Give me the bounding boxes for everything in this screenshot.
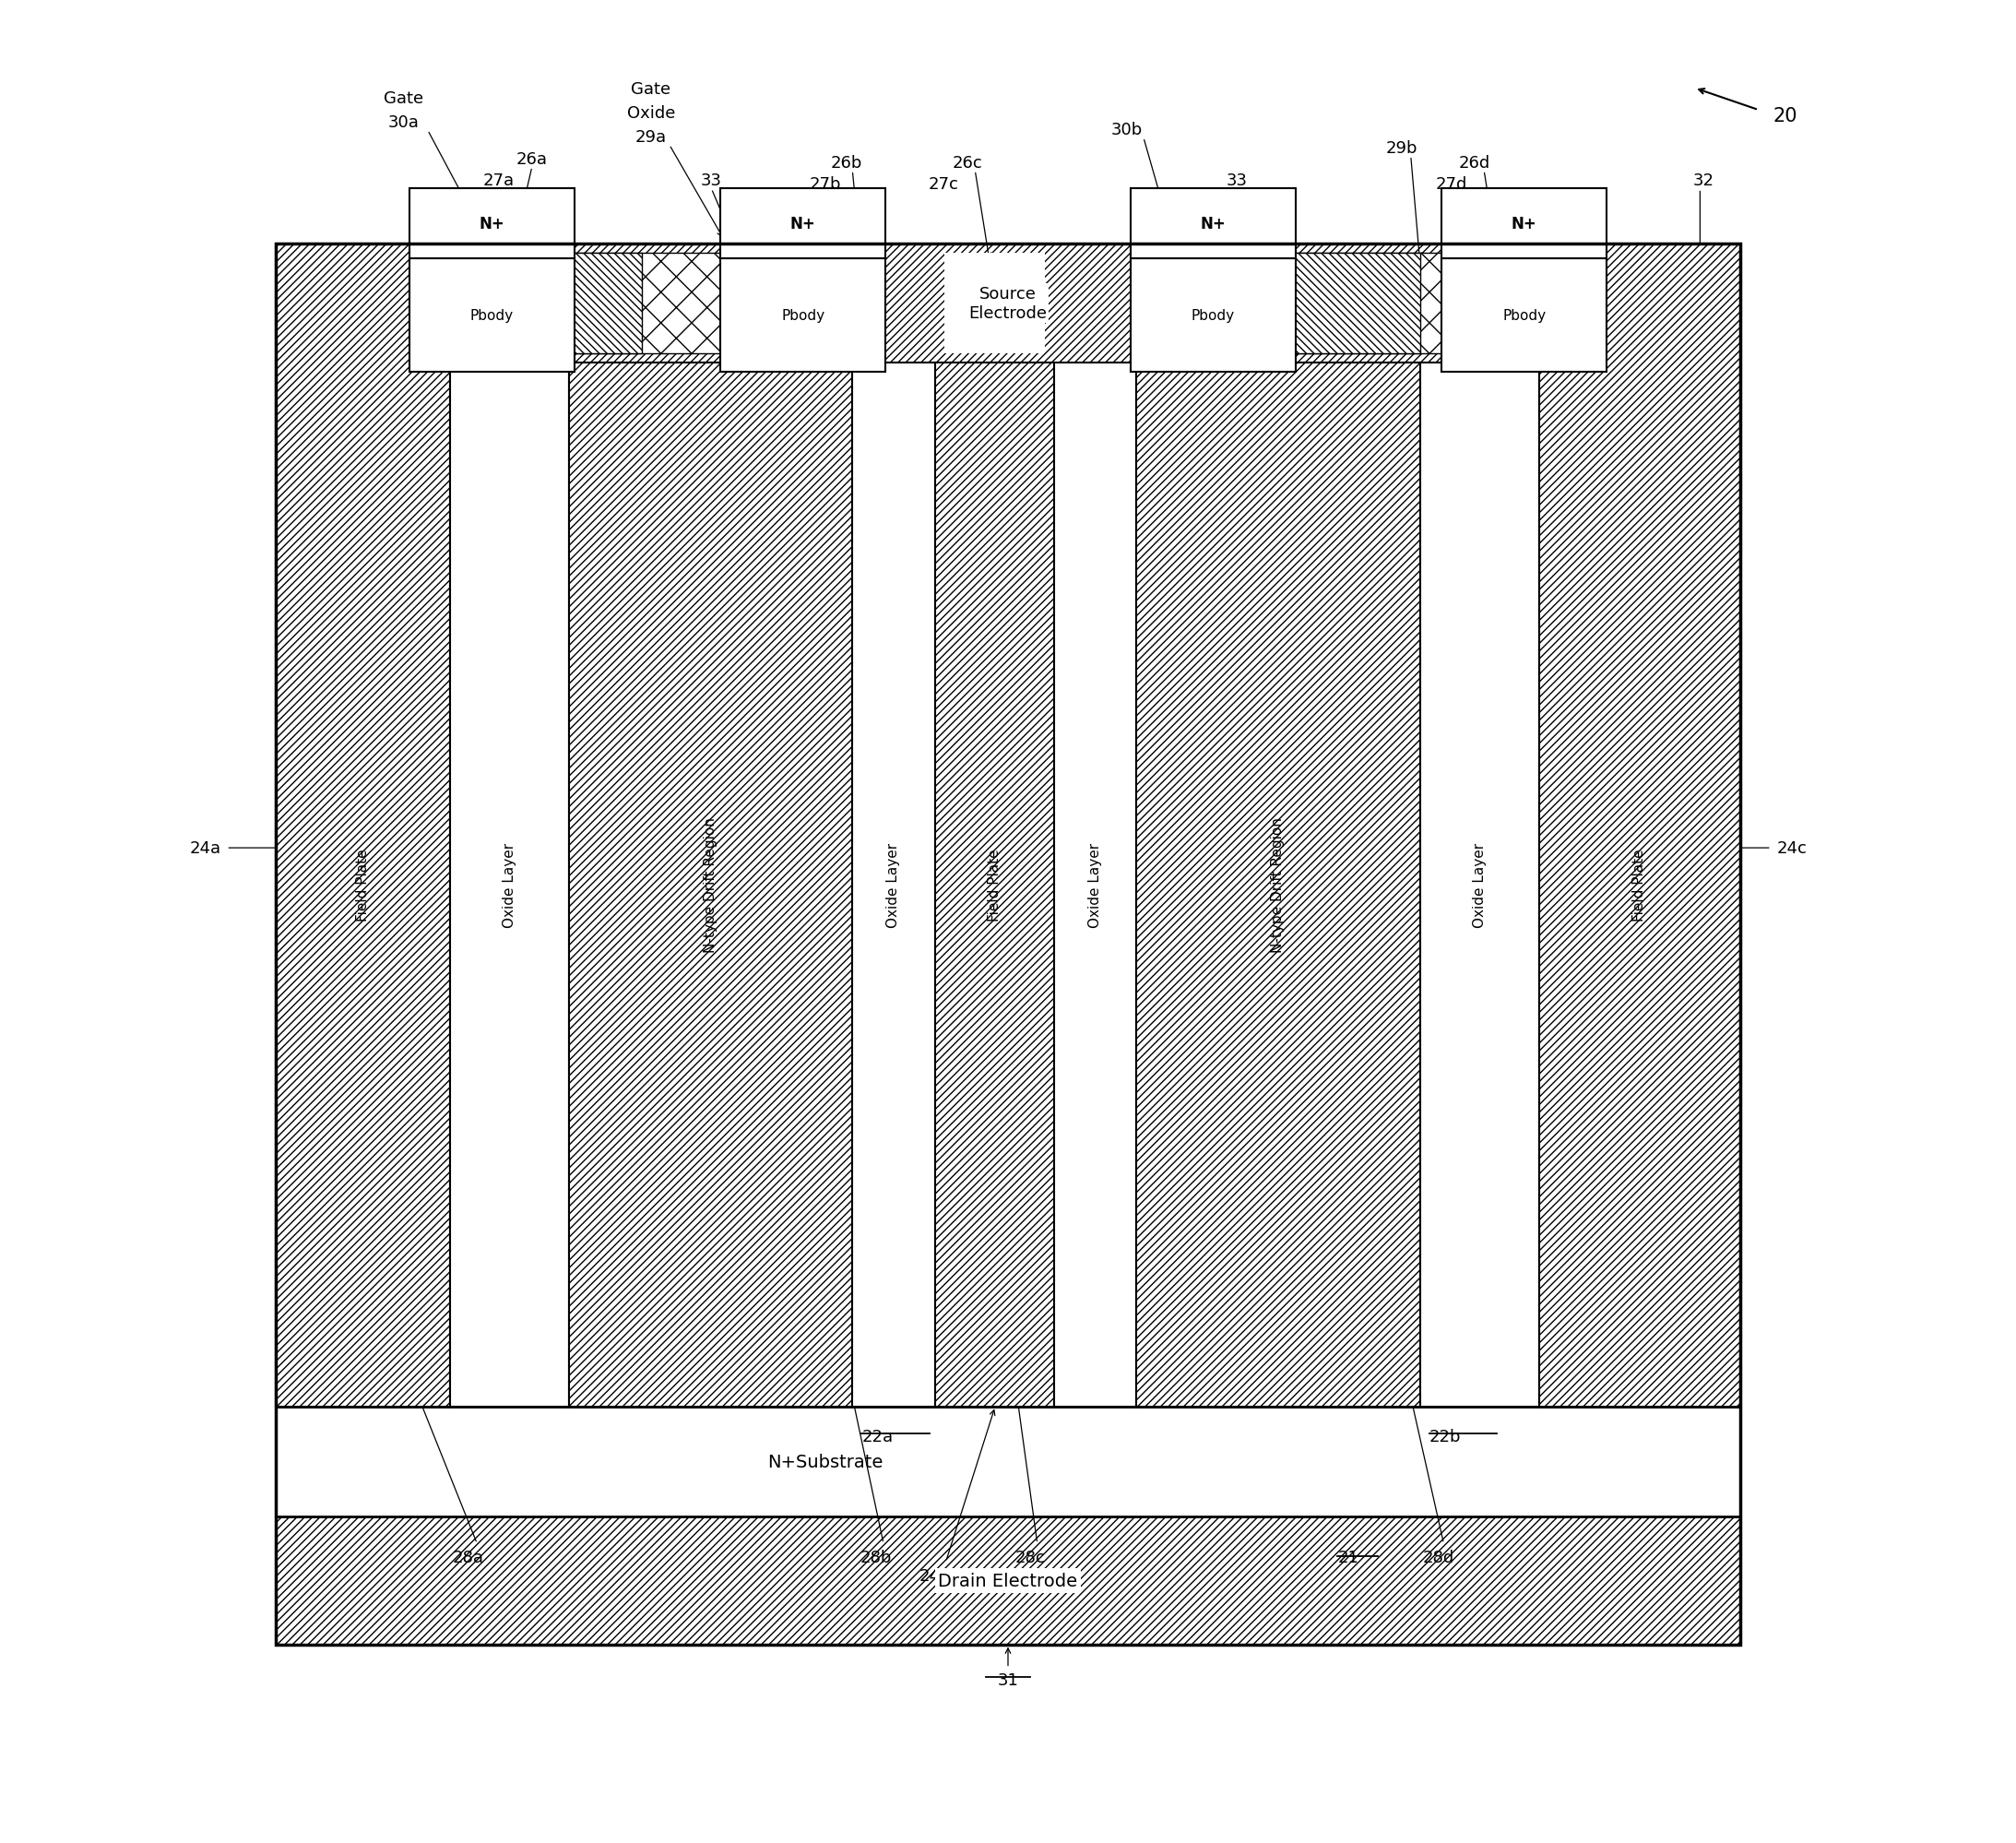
Bar xyxy=(409,190,575,260)
Bar xyxy=(413,254,778,354)
Text: Pbody: Pbody xyxy=(1502,310,1546,323)
Text: N+Substrate: N+Substrate xyxy=(768,1452,883,1471)
Text: Gate: Gate xyxy=(631,81,671,98)
Text: N+: N+ xyxy=(790,216,816,232)
Text: 24a: 24a xyxy=(190,840,222,857)
Text: 24c: 24c xyxy=(1776,840,1806,857)
Text: 26d: 26d xyxy=(1460,155,1490,171)
Text: 20: 20 xyxy=(1774,107,1798,125)
Text: 28d: 28d xyxy=(1423,1550,1454,1567)
Bar xyxy=(720,260,885,372)
Bar xyxy=(935,363,1054,1406)
Bar xyxy=(276,1406,1740,1517)
Text: N-type Drift Region: N-type Drift Region xyxy=(1272,816,1284,953)
Text: 24b: 24b xyxy=(919,1568,952,1585)
Bar xyxy=(450,363,569,1406)
Text: 21: 21 xyxy=(1337,1550,1359,1567)
Text: 29a: 29a xyxy=(635,129,667,146)
Text: 28c: 28c xyxy=(1014,1550,1044,1567)
Text: 27a: 27a xyxy=(484,173,514,190)
Text: Pbody: Pbody xyxy=(470,310,514,323)
Bar xyxy=(569,363,853,1406)
Text: 27d: 27d xyxy=(1435,177,1468,194)
Text: Oxide: Oxide xyxy=(627,105,675,122)
Text: 33: 33 xyxy=(702,173,722,190)
Text: N+: N+ xyxy=(480,216,504,232)
Text: 22b: 22b xyxy=(1429,1428,1462,1445)
Bar xyxy=(1131,260,1296,372)
Bar xyxy=(1441,260,1607,372)
Bar xyxy=(943,254,1044,354)
Bar xyxy=(276,245,1740,1644)
Text: 26b: 26b xyxy=(831,155,863,171)
Bar xyxy=(1191,254,1419,354)
Bar xyxy=(276,1517,1740,1644)
Text: 33: 33 xyxy=(1226,173,1248,190)
Bar xyxy=(276,245,450,1406)
Text: 22a: 22a xyxy=(861,1428,893,1445)
Text: 28b: 28b xyxy=(861,1550,891,1567)
Text: Oxide Layer: Oxide Layer xyxy=(502,842,516,927)
Bar xyxy=(1419,363,1538,1406)
Text: Oxide Layer: Oxide Layer xyxy=(1472,842,1486,927)
Bar xyxy=(1441,190,1607,260)
Text: 31: 31 xyxy=(998,1672,1018,1688)
Bar xyxy=(1054,363,1137,1406)
Bar xyxy=(853,363,935,1406)
Bar xyxy=(409,260,575,372)
Text: Oxide Layer: Oxide Layer xyxy=(1089,842,1103,927)
Bar xyxy=(1137,363,1419,1406)
Text: 30b: 30b xyxy=(1111,122,1143,138)
Text: 28a: 28a xyxy=(452,1550,484,1567)
Bar xyxy=(276,245,1740,363)
Text: 32: 32 xyxy=(1693,173,1714,190)
Text: Field Plate: Field Plate xyxy=(355,848,369,922)
Text: Pbody: Pbody xyxy=(1191,310,1234,323)
Text: N+: N+ xyxy=(1200,216,1226,232)
Text: Source
Electrode: Source Electrode xyxy=(970,286,1046,323)
Text: 26c: 26c xyxy=(954,155,984,171)
Text: 30a: 30a xyxy=(389,114,419,131)
Text: 27c: 27c xyxy=(929,177,960,194)
Text: N-type Drift Region: N-type Drift Region xyxy=(704,816,718,953)
Text: Field Plate: Field Plate xyxy=(1633,848,1647,922)
Text: 29b: 29b xyxy=(1385,140,1417,157)
Text: Oxide Layer: Oxide Layer xyxy=(887,842,901,927)
Bar xyxy=(569,254,641,354)
Bar xyxy=(1538,245,1740,1406)
Bar xyxy=(1131,190,1296,260)
Text: Drain Electrode: Drain Electrode xyxy=(937,1572,1079,1589)
Text: Gate: Gate xyxy=(383,90,423,107)
Text: Field Plate: Field Plate xyxy=(988,848,1002,922)
Text: 26a: 26a xyxy=(516,151,548,168)
Text: 27b: 27b xyxy=(808,177,841,194)
Text: Pbody: Pbody xyxy=(782,310,825,323)
Bar xyxy=(720,190,885,260)
Text: N+: N+ xyxy=(1512,216,1536,232)
Bar xyxy=(1155,254,1577,354)
